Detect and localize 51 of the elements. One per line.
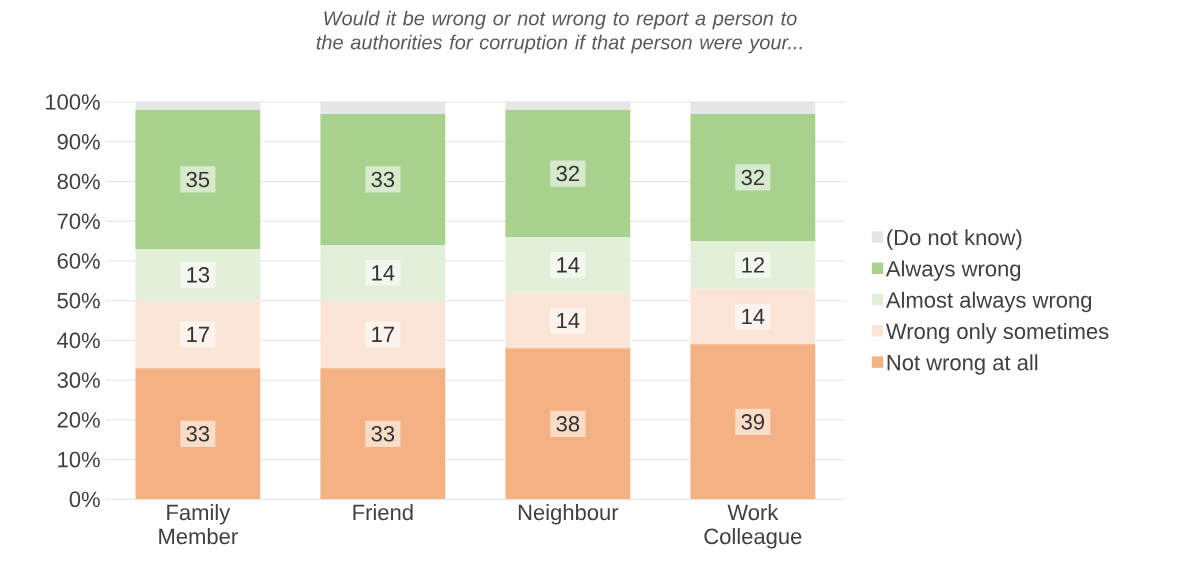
- y-tick-label: 80%: [57, 173, 100, 190]
- bar: [320, 368, 446, 500]
- data-label: 33: [371, 171, 395, 188]
- data-label: 14: [742, 308, 765, 325]
- data-label: 12: [742, 257, 764, 273]
- bar: [690, 101, 816, 114]
- bar: [320, 101, 446, 114]
- data-label: 33: [371, 425, 395, 442]
- y-tick-label: 100%: [46, 94, 100, 110]
- chart-title: Would it be wrong or not wrong to report a person to the authorities for corruption if that person were your...: [316, 10, 802, 54]
- bar: [320, 113, 446, 246]
- data-label: 33: [186, 425, 210, 442]
- y-tick-label: 60%: [57, 253, 100, 269]
- y-tick-label: 50%: [57, 292, 100, 309]
- bar: [505, 109, 631, 238]
- legend-label: Always wrong: [885, 260, 1021, 281]
- x-tick-label: Family Member: [159, 504, 238, 545]
- data-label: 35: [186, 171, 210, 188]
- data-label: 14: [372, 265, 395, 281]
- bar: [320, 300, 446, 369]
- legend-label: (Do not know): [887, 229, 1022, 250]
- data-label: 17: [372, 326, 394, 342]
- data-label: 14: [557, 312, 580, 329]
- x-tick-label: Neighbour: [518, 504, 619, 525]
- data-label: 17: [187, 326, 209, 342]
- y-tick-label: 40%: [57, 332, 100, 349]
- bar: [135, 300, 261, 369]
- data-label: 32: [741, 169, 764, 186]
- data-label: 32: [556, 165, 579, 182]
- legend-label: Almost always wrong: [885, 291, 1092, 313]
- y-tick-label: 20%: [57, 412, 100, 428]
- bar: [690, 344, 816, 500]
- bar: [135, 109, 261, 250]
- y-tick-label: 30%: [57, 372, 100, 388]
- data-label: 13: [187, 267, 210, 283]
- y-tick-label: 90%: [57, 133, 100, 150]
- legend-label: Wrong only sometimes: [885, 322, 1109, 344]
- bar: [505, 348, 631, 500]
- y-tick-label: 0%: [69, 491, 100, 508]
- y-tick-label: 10%: [58, 451, 100, 468]
- x-tick-label: Friend: [353, 504, 413, 521]
- bar: [135, 101, 261, 110]
- bar: [135, 368, 261, 500]
- data-label: 39: [741, 414, 765, 430]
- x-tick-label: Work Colleague: [704, 504, 802, 549]
- data-label: 38: [556, 416, 580, 432]
- bar: [505, 101, 631, 110]
- data-label: 14: [557, 257, 580, 273]
- legend-label: Not wrong at all: [887, 354, 1038, 375]
- bar: [690, 113, 816, 242]
- y-tick-label: 70%: [57, 213, 100, 229]
